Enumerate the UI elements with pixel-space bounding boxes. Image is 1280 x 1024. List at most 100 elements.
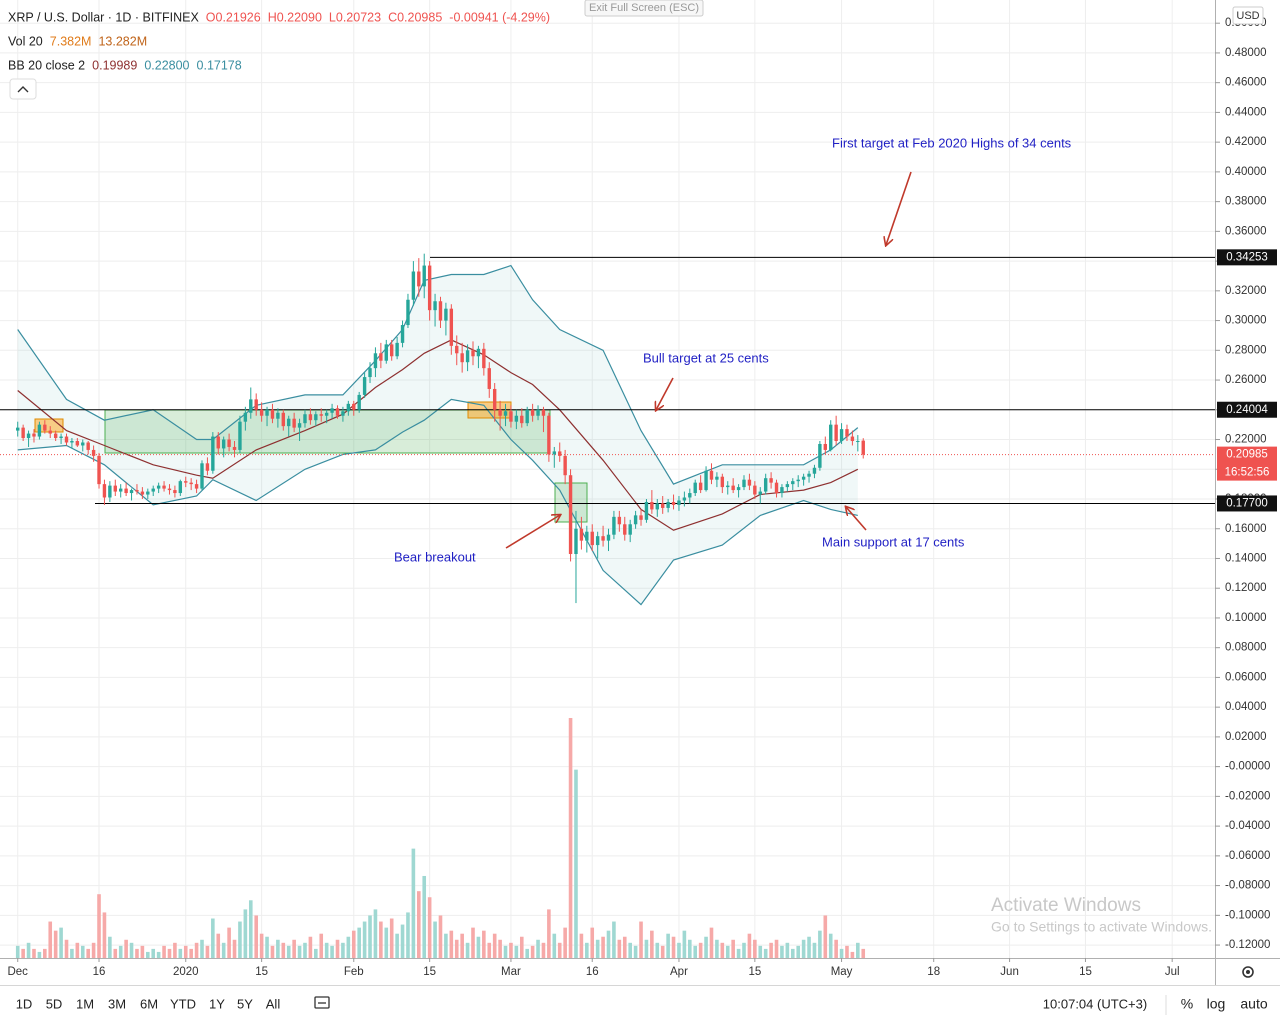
x-tick-label: 2020 (173, 966, 199, 978)
gear[interactable] (1242, 966, 1254, 978)
candle-body (265, 409, 269, 416)
candle-body (243, 412, 248, 422)
volume-bar (682, 930, 687, 958)
candle-body (476, 348, 481, 357)
candle-body (91, 449, 96, 456)
timeframe-button[interactable]: YTD (170, 996, 196, 1011)
last-price-box (1217, 446, 1277, 481)
candle-body (856, 441, 860, 443)
volume-bar (75, 942, 80, 958)
volume (15, 718, 866, 958)
volume-bar (790, 948, 795, 958)
candle-body (503, 411, 508, 416)
volume-bar (465, 942, 470, 958)
volume-bar (167, 948, 172, 958)
volume-bar (585, 942, 589, 958)
volume-bar (270, 945, 275, 958)
volume-bar (444, 933, 448, 958)
auto-toggle[interactable]: auto (1240, 996, 1267, 1012)
volume-bar (753, 939, 757, 958)
candle-body (633, 515, 638, 525)
grid (0, 0, 1215, 958)
timeframe-button[interactable]: 1M (76, 996, 94, 1011)
candle-body (379, 353, 383, 361)
compare-icon[interactable] (314, 996, 330, 1009)
timeframe-button[interactable]: 3M (108, 996, 126, 1011)
candle-body (146, 491, 150, 495)
y-tick-label: 0.12000 (1225, 582, 1267, 594)
volume-bar (563, 927, 567, 958)
y-tick-label: 0.44000 (1225, 106, 1267, 118)
currency: USD (1236, 10, 1259, 22)
volume-bar (113, 948, 118, 958)
volume-bar (780, 945, 784, 958)
tooltip-text: Exit Full Screen (ESC) (589, 2, 699, 14)
percent-toggle[interactable]: % (1181, 996, 1193, 1012)
candle-body (530, 409, 535, 416)
arrow (656, 377, 674, 410)
x-tick-label: Apr (670, 966, 688, 978)
candle-body (297, 423, 302, 428)
collapse-button[interactable] (9, 78, 37, 100)
candle-body (86, 442, 90, 450)
candle-body (644, 501, 649, 520)
level-label-box (1217, 495, 1277, 512)
candle-body (861, 440, 865, 455)
y-tick-label: 0.42000 (1225, 136, 1267, 148)
volume-bar (140, 945, 145, 958)
compare-icon[interactable] (314, 996, 330, 1009)
collapse-button[interactable] (9, 78, 37, 100)
y-tick-label: -0.04000 (1225, 820, 1270, 832)
watermark-title: Activate Windows (991, 895, 1141, 916)
volume-bar (552, 933, 557, 958)
candle-body (211, 436, 215, 471)
candle-body (81, 442, 85, 446)
timeframe-button[interactable]: 1D (16, 996, 33, 1011)
volume-bar (704, 936, 708, 958)
volume-bar (698, 942, 703, 958)
volume-bar (617, 939, 622, 958)
volume-bar (216, 933, 221, 958)
volume-bar (785, 942, 790, 958)
timeframe-button[interactable]: All (266, 996, 281, 1011)
volume-bar (194, 942, 199, 958)
volume-bar (178, 948, 183, 958)
volume-bar (557, 942, 562, 958)
volume-bar (427, 897, 432, 958)
candle-body (75, 441, 80, 446)
timeframe-button[interactable]: 5Y (237, 996, 253, 1011)
clock: 10:07:04 (UTC+3) (1043, 996, 1147, 1011)
annotation: Main support at 17 cents (822, 534, 965, 549)
candle-body (173, 490, 177, 494)
level-label: 0.34253 (1226, 251, 1268, 263)
volume-bar (265, 936, 269, 958)
volume-bar (861, 948, 866, 958)
tooltip-box (584, 0, 704, 17)
candle-body (119, 488, 123, 492)
log-toggle[interactable]: log (1207, 996, 1226, 1012)
volume-bar (725, 945, 730, 958)
timeframe-button[interactable]: 1Y (209, 996, 225, 1011)
timeframe-button[interactable]: 5D (46, 996, 63, 1011)
volume-bar (856, 942, 860, 958)
settings-icon[interactable] (1242, 966, 1254, 978)
volume-bar (248, 900, 253, 958)
candle-body (758, 491, 762, 495)
candle-body (785, 484, 790, 488)
x-tick-label: Jul (1165, 966, 1180, 978)
y-tick-label: 0.46000 (1225, 77, 1267, 89)
candle-body (292, 418, 296, 428)
y-tick-label: 0.30000 (1225, 315, 1267, 327)
x-tick-label: 16 (93, 966, 106, 978)
volume-bar (173, 942, 177, 958)
candle-body (335, 408, 340, 416)
timeframe-button[interactable]: 6M (140, 996, 158, 1011)
candle-body (43, 424, 47, 431)
candle-body (97, 455, 101, 485)
candle-body (801, 476, 806, 480)
volume-bar (297, 945, 302, 958)
x-tick-label: 15 (748, 966, 761, 978)
